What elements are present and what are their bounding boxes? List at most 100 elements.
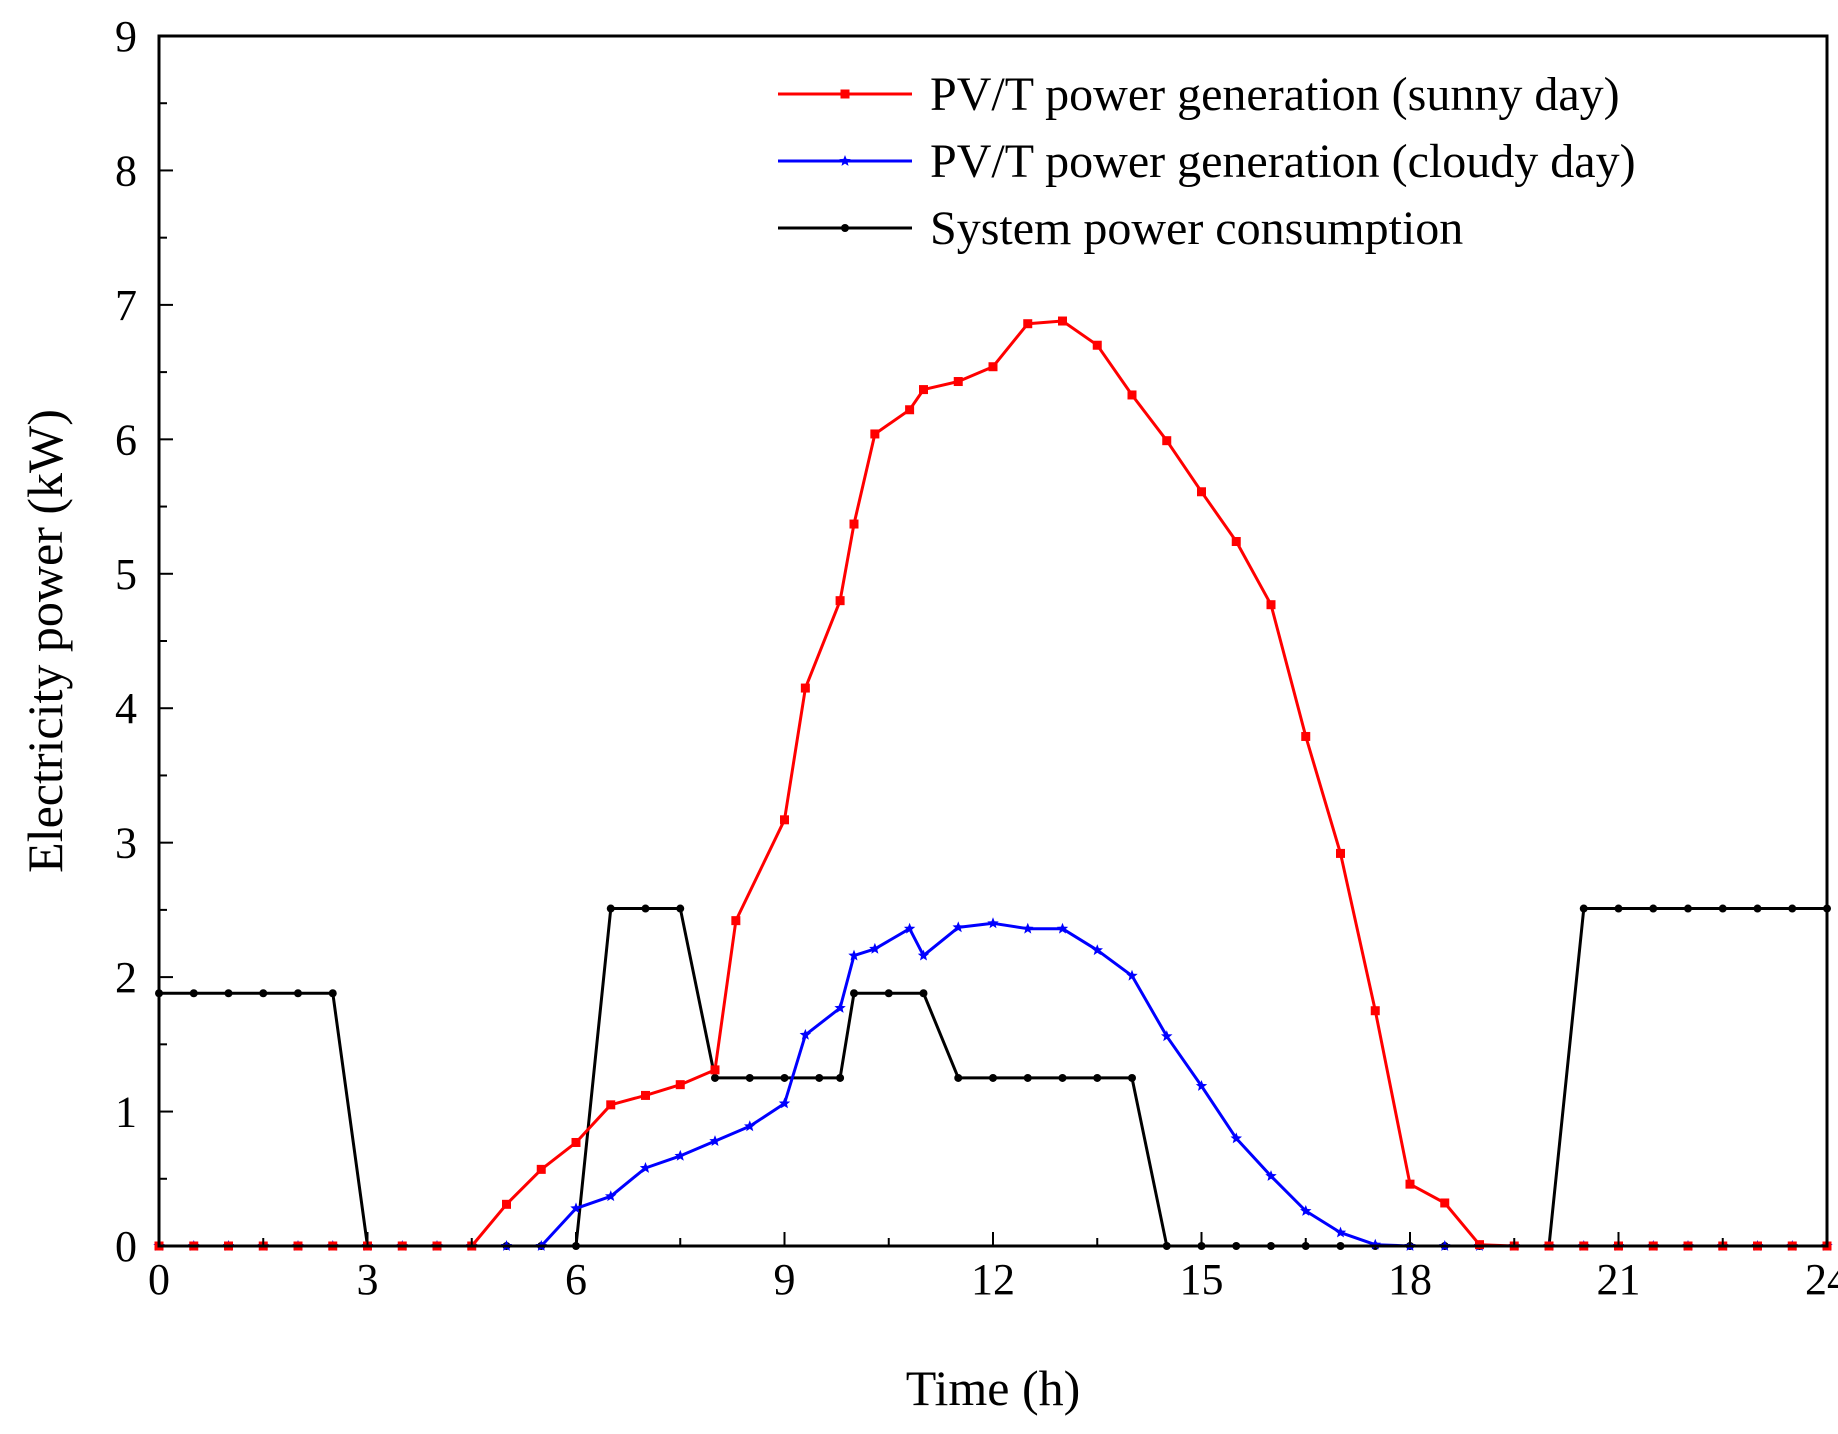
data-point xyxy=(605,1190,617,1202)
data-point xyxy=(1058,316,1067,326)
data-point xyxy=(884,989,893,998)
data-point xyxy=(1126,969,1138,981)
x-tick-label: 18 xyxy=(1388,1255,1432,1304)
data-point xyxy=(1300,1205,1312,1216)
data-point xyxy=(1265,1170,1277,1181)
data-point xyxy=(744,1120,756,1132)
data-point xyxy=(1370,1006,1380,1016)
data-point xyxy=(189,989,198,998)
data-point xyxy=(1127,390,1137,400)
data-point xyxy=(849,519,859,529)
data-point xyxy=(1684,904,1692,913)
y-tick-label: 6 xyxy=(115,415,137,464)
y-axis-title: Electricity power (kW) xyxy=(17,409,73,873)
x-tick-label: 3 xyxy=(357,1255,379,1304)
data-point xyxy=(780,1073,789,1082)
data-point xyxy=(502,1199,511,1209)
data-point xyxy=(1266,600,1276,610)
data-point xyxy=(1334,1226,1347,1238)
y-tick-label: 1 xyxy=(115,1088,137,1137)
data-point xyxy=(639,1162,652,1173)
data-point xyxy=(1614,904,1623,913)
y-tick-label: 7 xyxy=(115,281,137,330)
data-point xyxy=(1301,731,1311,741)
y-tick-label: 4 xyxy=(115,684,137,733)
series-group xyxy=(155,904,1831,1250)
data-point xyxy=(1162,436,1172,446)
data-point xyxy=(224,989,233,998)
y-tick-label: 9 xyxy=(115,12,137,61)
data-point xyxy=(919,989,928,998)
data-point xyxy=(917,949,930,961)
data-point xyxy=(988,362,998,372)
data-point xyxy=(710,1065,720,1075)
data-point xyxy=(711,1073,719,1082)
data-point xyxy=(1718,904,1727,913)
data-point xyxy=(294,989,302,998)
data-point xyxy=(1231,537,1241,547)
data-point xyxy=(606,904,615,913)
data-point xyxy=(1788,904,1797,913)
data-point xyxy=(571,1137,581,1147)
data-point xyxy=(606,1100,616,1110)
data-point xyxy=(800,683,810,693)
y-tick-label: 5 xyxy=(115,550,137,599)
x-tick-label: 21 xyxy=(1597,1255,1641,1304)
data-point xyxy=(1753,904,1762,913)
data-point xyxy=(1369,1238,1381,1250)
data-point xyxy=(1058,1073,1067,1082)
data-point xyxy=(905,405,915,415)
data-point xyxy=(1230,1132,1242,1144)
x-tick-label: 9 xyxy=(774,1255,796,1304)
data-point xyxy=(641,1090,650,1100)
y-tick-label: 8 xyxy=(115,146,137,195)
data-point xyxy=(815,1073,824,1082)
data-point xyxy=(1161,1030,1173,1042)
data-point xyxy=(709,1135,721,1146)
data-point xyxy=(780,815,789,825)
data-point xyxy=(952,921,964,933)
data-point xyxy=(799,1028,812,1040)
x-tick-label: 15 xyxy=(1180,1255,1224,1304)
data-point xyxy=(1023,1073,1032,1082)
data-point xyxy=(259,989,268,998)
data-point xyxy=(834,1002,846,1013)
legend: PV/T power generation (sunny day) PV/T po… xyxy=(778,68,1636,255)
legend-label: PV/T power generation (sunny day) xyxy=(930,68,1620,121)
data-point xyxy=(1195,1080,1208,1091)
data-point xyxy=(641,904,650,913)
data-point xyxy=(1022,922,1034,934)
data-point xyxy=(1579,904,1588,913)
data-point xyxy=(1336,848,1345,858)
data-point xyxy=(954,1073,963,1082)
data-point xyxy=(835,596,845,606)
x-tick-label: 24 xyxy=(1805,1255,1838,1304)
data-point xyxy=(850,989,858,998)
data-point xyxy=(1056,922,1069,934)
data-point xyxy=(328,989,337,998)
data-point xyxy=(536,1164,546,1174)
data-point xyxy=(1405,1179,1415,1189)
data-point xyxy=(903,922,916,934)
legend-marker xyxy=(839,155,851,166)
series-line xyxy=(159,319,1827,1248)
data-point xyxy=(1440,1198,1450,1208)
x-tick-label: 0 xyxy=(148,1255,170,1304)
legend-marker xyxy=(840,89,850,99)
data-point xyxy=(1092,340,1102,350)
data-point xyxy=(989,1073,997,1082)
data-point xyxy=(1197,487,1206,497)
legend-label: PV/T power generation (cloudy day) xyxy=(930,135,1636,188)
legend-marker xyxy=(841,224,849,232)
data-point xyxy=(731,916,741,926)
data-point xyxy=(1128,1073,1136,1082)
data-point xyxy=(674,1149,686,1161)
data-point xyxy=(778,1097,791,1109)
data-point xyxy=(1649,904,1658,913)
data-point xyxy=(676,904,685,913)
data-point xyxy=(1023,319,1033,329)
legend-label: System power consumption xyxy=(930,202,1463,255)
data-point xyxy=(919,385,928,395)
data-point xyxy=(987,917,999,929)
